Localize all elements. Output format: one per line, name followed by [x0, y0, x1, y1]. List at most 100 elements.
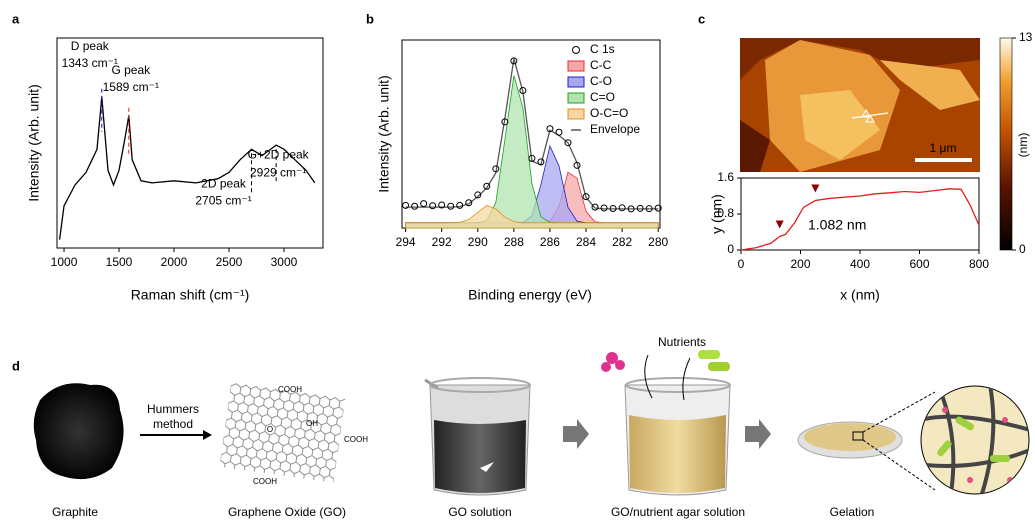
panel-label: b [366, 11, 374, 26]
step-label: Graphene Oxide (GO) [228, 505, 346, 519]
data-point [573, 161, 581, 169]
y-axis-label: Intensity (Arb. unit) [376, 75, 392, 193]
data-point [402, 201, 410, 209]
x-tick-label: 1500 [106, 255, 133, 269]
data-point [483, 182, 491, 190]
data-point [420, 200, 428, 208]
x-tick-label: 2500 [216, 255, 243, 269]
functional-group: COOH [253, 477, 277, 486]
legend-label: C-O [590, 74, 612, 88]
x-tick-label: 282 [612, 235, 632, 249]
x-tick-label: 284 [576, 235, 596, 249]
arrow-label: Hummers [147, 402, 199, 416]
plot-frame [56, 37, 324, 249]
x-tick-label: 0 [738, 257, 745, 271]
data-point [564, 139, 572, 147]
legend-symbol [567, 92, 585, 104]
data-point [447, 202, 455, 210]
y-tick-label: 0 [727, 242, 734, 256]
colorbar [999, 37, 1013, 251]
data-point [591, 203, 599, 211]
step-label: Gelation [830, 505, 875, 519]
profile-marker [811, 184, 820, 193]
legend-symbol [572, 46, 580, 54]
data-point [456, 201, 464, 209]
x-tick-label: 2000 [161, 255, 188, 269]
x-tick-label: 3000 [271, 255, 298, 269]
arrow-label: method [153, 417, 193, 431]
data-point [555, 128, 563, 136]
x-tick-label: 280 [648, 235, 668, 249]
peak-position: 1589 cm⁻¹ [103, 80, 159, 94]
data-point [546, 125, 554, 133]
x-tick-label: 1000 [51, 255, 78, 269]
data-point [654, 204, 662, 212]
step-label: GO/nutrient agar solution [611, 505, 745, 519]
legend-label: Envelope [590, 122, 640, 136]
data-point [465, 199, 473, 207]
functional-group: COOH [344, 435, 368, 444]
legend-symbol [567, 108, 585, 120]
x-tick-label: 800 [969, 257, 989, 271]
peak-name: 2D peak [201, 176, 247, 190]
legend-symbol [567, 60, 585, 72]
data-point [429, 202, 437, 210]
scheme-drawing [33, 350, 1030, 496]
step-label: GO solution [448, 505, 511, 519]
data-point [501, 118, 509, 126]
height-annotation: 1.082 nm [808, 217, 866, 233]
peak-position: 1343 cm⁻¹ [62, 56, 118, 70]
peak-position: 2929 cm⁻¹ [250, 165, 306, 179]
x-axis-label: x (nm) [840, 287, 880, 303]
x-tick-label: 292 [432, 235, 452, 249]
data-point [636, 204, 644, 212]
scale-bar-label: 1 μm [930, 141, 957, 155]
data-point [537, 158, 545, 166]
colorbar-tick-label: 13 [1019, 30, 1033, 44]
x-tick-label: 288 [504, 235, 524, 249]
legend-label: C=O [590, 90, 615, 104]
data-line [740, 188, 980, 251]
data-point [519, 86, 527, 94]
data-point [627, 205, 635, 213]
y-axis-label: y (nm) [709, 194, 725, 234]
legend-label: C-C [590, 58, 612, 72]
peak-position: 2705 cm⁻¹ [195, 193, 251, 207]
x-tick-label: 294 [396, 235, 416, 249]
legend-label: C 1s [590, 42, 615, 56]
data-point [474, 191, 482, 199]
component-area [405, 205, 659, 229]
y-tick-label: 1.6 [717, 170, 734, 184]
data-point [609, 205, 617, 213]
functional-group: OH [306, 419, 318, 428]
y-axis-label: Intensity (Arb. unit) [26, 84, 42, 202]
afm-image [740, 38, 980, 172]
colorbar-label: (nm) [1016, 133, 1030, 158]
nutrients-label: Nutrients [658, 335, 706, 349]
functional-group: O [267, 425, 273, 434]
data-point [618, 204, 626, 212]
x-axis-label: Binding energy (eV) [468, 287, 592, 303]
data-point [582, 193, 590, 201]
step-label: Graphite [52, 505, 98, 519]
x-tick-label: 286 [540, 235, 560, 249]
x-tick-label: 400 [850, 257, 870, 271]
profile-marker [775, 220, 784, 229]
x-axis-label: Raman shift (cm⁻¹) [131, 287, 250, 303]
panel-label: d [12, 358, 20, 373]
data-point [528, 154, 536, 162]
y-tick-label: 0.8 [717, 206, 734, 220]
data-point [492, 165, 500, 173]
data-line [58, 96, 316, 240]
data-point [438, 201, 446, 209]
x-tick-label: 600 [909, 257, 929, 271]
data-point [510, 57, 518, 65]
colorbar-tick-label: 0 [1019, 242, 1026, 256]
panel-label: a [12, 11, 20, 26]
x-tick-label: 200 [790, 257, 810, 271]
legend-label: O-C=O [590, 106, 628, 120]
peak-name: G peak [111, 63, 151, 77]
peak-name: D peak [71, 39, 110, 53]
data-point [411, 202, 419, 210]
